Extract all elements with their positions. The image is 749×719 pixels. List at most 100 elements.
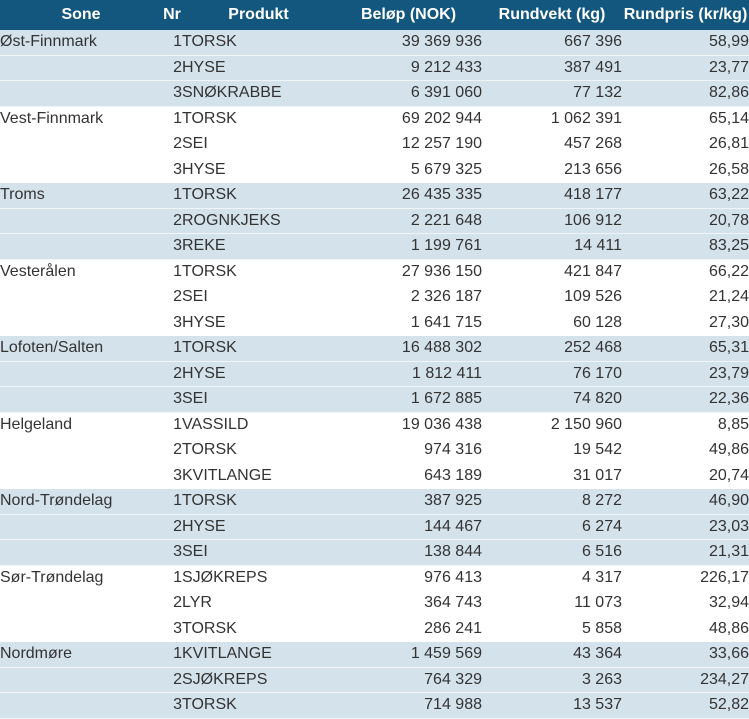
price-cell: 20,78 [622,208,749,234]
table-row[interactable]: 2 SJØKREPS 764 329 3 263 234,27 [0,667,749,693]
amount-cell: 26 435 335 [335,183,482,209]
nr-cell: 1 [162,106,182,132]
table-row[interactable]: 2 SEI 12 257 190 457 268 26,81 [0,132,749,158]
table-row[interactable]: Nord-Trøndelag 1 TORSK 387 925 8 272 46,90 [0,489,749,515]
table-row[interactable]: 2 HYSE 1 812 411 76 170 23,79 [0,361,749,387]
nr-cell: 3 [162,310,182,336]
table-row[interactable]: Helgeland 1 VASSILD 19 036 438 2 150 960 8,85 [0,412,749,438]
weight-cell: 60 128 [482,310,622,336]
table-row[interactable]: 2 SEI 2 326 187 109 526 21,24 [0,285,749,311]
weight-cell: 8 272 [482,489,622,515]
table-row[interactable]: Øst-Finnmark 1 TORSK 39 369 936 667 396 58,99 [0,30,749,56]
column-header-rundpris[interactable]: Rundpris (kr/kg) [622,0,749,30]
nr-cell: 3 [162,693,182,719]
table-row[interactable]: 3 KVITLANGE 643 189 31 017 20,74 [0,463,749,489]
product-cell: TORSK [182,183,335,209]
nr-cell: 1 [162,642,182,668]
nr-cell: 2 [162,55,182,81]
price-cell: 58,99 [622,30,749,56]
price-cell: 21,24 [622,285,749,311]
price-cell: 26,81 [622,132,749,158]
amount-cell: 138 844 [335,540,482,566]
weight-cell: 421 847 [482,259,622,285]
table-row[interactable]: 2 HYSE 144 467 6 274 23,03 [0,514,749,540]
table-row[interactable]: Troms 1 TORSK 26 435 335 418 177 63,22 [0,183,749,209]
zone-cell: Vest-Finnmark [0,106,162,132]
table-row[interactable]: 3 SNØKRABBE 6 391 060 77 132 82,86 [0,81,749,107]
nr-cell: 3 [162,157,182,183]
table-row[interactable]: Vesterålen 1 TORSK 27 936 150 421 847 66,22 [0,259,749,285]
amount-cell: 1 199 761 [335,234,482,260]
table-row[interactable]: 2 LYR 364 743 11 073 32,94 [0,591,749,617]
amount-cell: 2 221 648 [335,208,482,234]
table-row[interactable]: 3 TORSK 714 988 13 537 52,82 [0,693,749,719]
zone-cell [0,540,162,566]
product-cell: KVITLANGE [182,463,335,489]
table-row[interactable]: 2 TORSK 974 316 19 542 49,86 [0,438,749,464]
zone-cell: Nordmøre [0,642,162,668]
zone-cell [0,463,162,489]
price-cell: 22,36 [622,387,749,413]
product-cell: HYSE [182,310,335,336]
amount-cell: 1 812 411 [335,361,482,387]
weight-cell: 2 150 960 [482,412,622,438]
table-row[interactable]: Sør-Trøndelag 1 SJØKREPS 976 413 4 317 226,17 [0,565,749,591]
nr-cell: 3 [162,540,182,566]
price-cell: 32,94 [622,591,749,617]
column-header-nr[interactable]: Nr [162,0,182,30]
product-cell: ROGNKJEKS [182,208,335,234]
table-row[interactable]: 3 REKE 1 199 761 14 411 83,25 [0,234,749,260]
table-row[interactable]: Lofoten/Salten 1 TORSK 16 488 302 252 468 65,… [0,336,749,362]
nr-cell: 2 [162,667,182,693]
weight-cell: 213 656 [482,157,622,183]
amount-cell: 1 459 569 [335,642,482,668]
product-cell: HYSE [182,514,335,540]
product-cell: TORSK [182,438,335,464]
nr-cell: 3 [162,81,182,107]
nr-cell: 2 [162,591,182,617]
product-cell: TORSK [182,616,335,642]
column-header-sone[interactable]: Sone [0,0,162,30]
table-row[interactable]: 3 TORSK 286 241 5 858 48,86 [0,616,749,642]
table-row[interactable]: Vest-Finnmark 1 TORSK 69 202 944 1 062 391 65… [0,106,749,132]
table-row[interactable]: 3 SEI 138 844 6 516 21,31 [0,540,749,566]
table-row[interactable]: 2 ROGNKJEKS 2 221 648 106 912 20,78 [0,208,749,234]
weight-cell: 387 491 [482,55,622,81]
amount-cell: 144 467 [335,514,482,540]
product-cell: TORSK [182,336,335,362]
weight-cell: 1 062 391 [482,106,622,132]
amount-cell: 19 036 438 [335,412,482,438]
price-cell: 23,79 [622,361,749,387]
weight-cell: 19 542 [482,438,622,464]
weight-cell: 109 526 [482,285,622,311]
price-cell: 8,85 [622,412,749,438]
zone-cell [0,591,162,617]
zone-cell [0,361,162,387]
table-row[interactable]: Nordmøre 1 KVITLANGE 1 459 569 43 364 33,66 [0,642,749,668]
weight-cell: 106 912 [482,208,622,234]
column-header-rundvekt[interactable]: Rundvekt (kg) [482,0,622,30]
amount-cell: 976 413 [335,565,482,591]
zone-cell [0,310,162,336]
price-cell: 20,74 [622,463,749,489]
table-row[interactable]: 3 HYSE 5 679 325 213 656 26,58 [0,157,749,183]
table-row[interactable]: 3 HYSE 1 641 715 60 128 27,30 [0,310,749,336]
nr-cell: 2 [162,361,182,387]
column-header-produkt[interactable]: Produkt [182,0,335,30]
weight-cell: 43 364 [482,642,622,668]
nr-cell: 3 [162,234,182,260]
weight-cell: 457 268 [482,132,622,158]
product-cell: VASSILD [182,412,335,438]
table-row[interactable]: 2 HYSE 9 212 433 387 491 23,77 [0,55,749,81]
zone-cell [0,514,162,540]
price-cell: 83,25 [622,234,749,260]
nr-cell: 2 [162,208,182,234]
column-header-belop[interactable]: Beløp (NOK) [335,0,482,30]
zone-cell [0,387,162,413]
product-cell: LYR [182,591,335,617]
weight-cell: 31 017 [482,463,622,489]
zone-cell: Helgeland [0,412,162,438]
product-cell: SEI [182,285,335,311]
nr-cell: 2 [162,285,182,311]
table-row[interactable]: 3 SEI 1 672 885 74 820 22,36 [0,387,749,413]
